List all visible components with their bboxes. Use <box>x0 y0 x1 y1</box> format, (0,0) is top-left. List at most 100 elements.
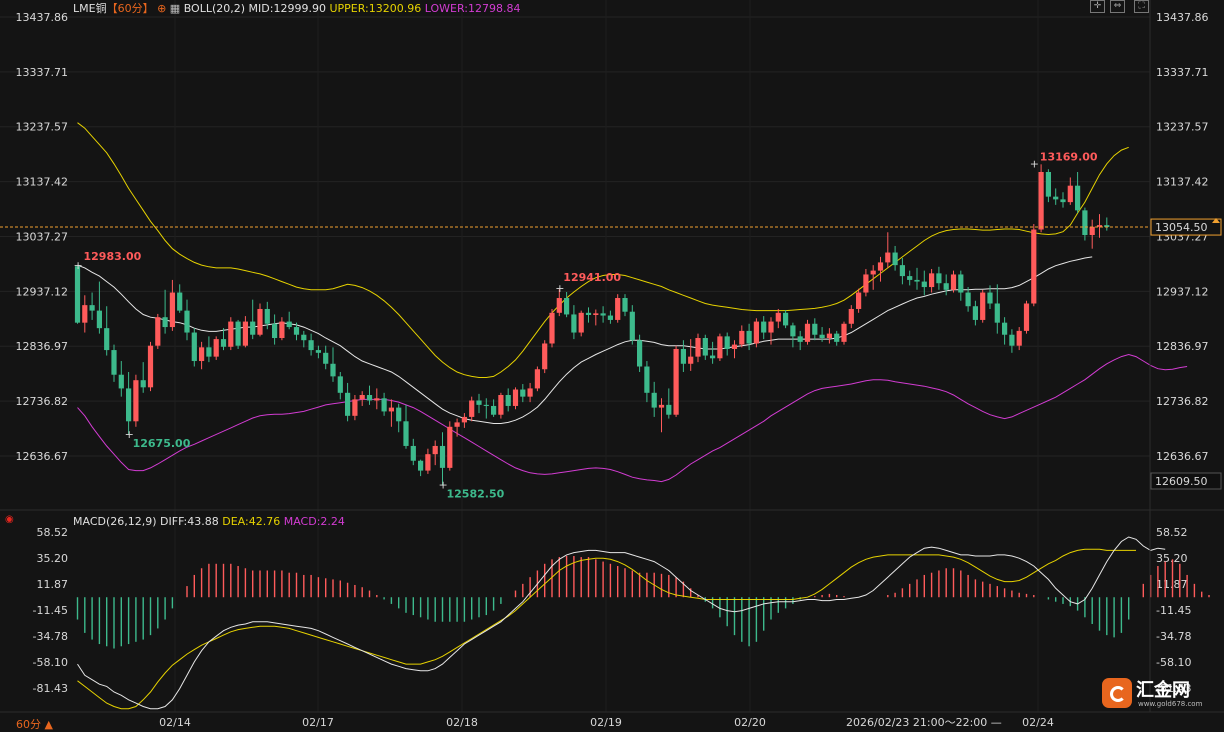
candle <box>607 310 613 324</box>
candle <box>797 330 803 351</box>
candle <box>432 440 438 466</box>
candle-body <box>184 310 190 333</box>
candle <box>512 387 519 410</box>
candle-body <box>783 312 789 326</box>
extreme-marker: + <box>74 259 83 272</box>
candle <box>388 399 394 427</box>
macd-tick-left: 35.20 <box>37 552 69 565</box>
candle-body <box>593 313 599 315</box>
candle-body <box>454 422 460 427</box>
candle-body <box>352 399 358 416</box>
fullscreen-icon[interactable]: ⛶ <box>1134 0 1149 13</box>
candle <box>739 325 745 348</box>
macd-tick-right: -34.78 <box>1156 630 1191 643</box>
candle <box>710 341 716 364</box>
candle-body <box>162 317 168 328</box>
candle <box>396 403 402 433</box>
boll-upper-value: UPPER:13200.96 <box>329 2 422 15</box>
candle <box>637 334 643 372</box>
candle <box>184 299 190 341</box>
candle-body <box>834 333 840 342</box>
candle-body <box>710 355 716 359</box>
candle-body <box>753 321 759 344</box>
candle <box>863 268 869 297</box>
price-tick-right: 13237.57 <box>1156 121 1209 134</box>
candle-body <box>877 262 884 271</box>
candle <box>775 308 781 329</box>
candle-body <box>476 400 482 405</box>
period-settings-icon[interactable]: ⊕ <box>157 2 167 15</box>
candle <box>812 318 818 341</box>
chart-header: LME铜【60分】 ⊕ ▦ BOLL(20,2) MID:12999.90 UP… <box>73 0 520 16</box>
cursor-time: 2026/02/23 21:00～22:00 — <box>842 713 1010 731</box>
candle <box>235 319 241 349</box>
candle <box>1002 317 1008 345</box>
candle-body <box>571 314 577 333</box>
candle <box>286 311 292 330</box>
candle-body <box>549 312 555 344</box>
candle <box>1045 169 1051 203</box>
candle <box>461 413 467 428</box>
candle-body <box>622 298 628 312</box>
candle-body <box>213 339 219 357</box>
low-price-box: 12609.50 <box>1150 472 1222 490</box>
candle-body <box>89 305 95 311</box>
candle-body <box>315 350 321 353</box>
candle-body <box>199 347 205 362</box>
candle-body <box>848 308 854 324</box>
candle <box>848 305 854 329</box>
candle-body <box>921 281 927 288</box>
candle-body <box>169 292 175 328</box>
candle-body <box>585 312 592 315</box>
candle-body <box>512 389 519 406</box>
candle <box>520 384 526 403</box>
crosshair-icon[interactable]: ✛ <box>1090 0 1105 13</box>
candle-body <box>483 404 489 406</box>
price-tick-left: 13137.42 <box>16 176 69 189</box>
candle-body <box>104 328 110 351</box>
period-label[interactable]: 【60分】 <box>106 2 154 15</box>
candle <box>666 388 672 419</box>
candle-body <box>155 317 161 346</box>
candle-body <box>1060 199 1066 203</box>
target-icon[interactable]: ◉ <box>5 514 14 525</box>
candle-body <box>717 336 723 359</box>
price-tick-right: 13437.86 <box>1156 11 1209 24</box>
candle-body <box>607 315 613 320</box>
fit-icon[interactable]: ⇔ <box>1110 0 1125 13</box>
boll-upper-line <box>77 122 1129 378</box>
logo: 汇金网 www.gold678.com <box>1102 676 1210 712</box>
candle-body <box>841 323 847 342</box>
price-tick-right: 12636.67 <box>1156 450 1209 463</box>
candle <box>673 345 679 417</box>
cursor-time-label: 2026/02/23 21:00～22:00 — <box>846 716 1002 729</box>
candle <box>870 265 876 290</box>
candle-body <box>775 312 781 322</box>
candle <box>469 396 475 422</box>
symbol-label: LME铜 <box>73 2 107 15</box>
candle-body <box>250 321 256 335</box>
candle <box>374 388 380 410</box>
candle <box>622 294 628 317</box>
candle-body <box>418 460 424 471</box>
candle-body <box>863 274 869 293</box>
indicator-icon[interactable]: ▦ <box>169 2 181 15</box>
candle <box>841 321 847 345</box>
candle-body <box>907 276 913 280</box>
candle <box>600 306 606 323</box>
period-select-button[interactable]: 60分 ▲ <box>16 718 53 731</box>
candle <box>717 333 723 362</box>
macd-label: MACD(26,12,9) <box>73 515 157 528</box>
candle <box>155 313 161 349</box>
candle-body <box>637 340 643 367</box>
candle-body <box>958 274 964 293</box>
candle <box>366 385 373 405</box>
candle-body <box>330 363 336 377</box>
candle <box>921 270 927 296</box>
macd-header: MACD(26,12,9) DIFF:43.88 DEA:42.76 MACD:… <box>73 515 345 528</box>
candle <box>585 307 592 323</box>
date-tick: 02/17 <box>302 716 334 729</box>
candle-body <box>264 308 270 324</box>
candle-body <box>374 398 380 401</box>
